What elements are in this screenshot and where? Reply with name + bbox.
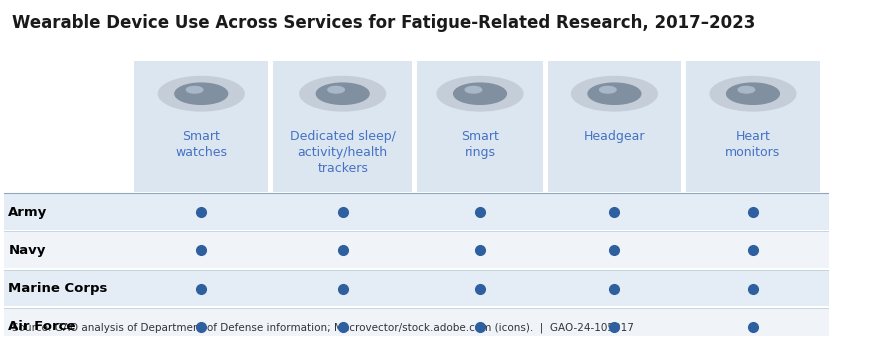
Text: Heart
monitors: Heart monitors (725, 130, 780, 158)
Bar (273, 61, 412, 191)
Circle shape (465, 86, 482, 93)
Circle shape (159, 76, 244, 111)
Bar (4, 231, 829, 268)
Circle shape (175, 83, 227, 104)
Bar (4, 308, 829, 340)
Circle shape (727, 83, 780, 104)
Text: Smart
watches: Smart watches (175, 130, 227, 158)
Bar (135, 61, 268, 191)
Text: Smart
rings: Smart rings (461, 130, 499, 158)
Circle shape (572, 76, 657, 111)
Bar (417, 61, 542, 191)
Text: Army: Army (8, 206, 47, 219)
Bar (4, 270, 829, 306)
Circle shape (739, 86, 755, 93)
Text: Headgear: Headgear (583, 130, 645, 142)
Circle shape (599, 86, 616, 93)
Text: Navy: Navy (8, 244, 45, 257)
Bar (548, 61, 681, 191)
Bar (4, 193, 829, 230)
Circle shape (588, 83, 640, 104)
Circle shape (328, 86, 344, 93)
Text: Wearable Device Use Across Services for Fatigue-Related Research, 2017–2023: Wearable Device Use Across Services for … (12, 14, 756, 32)
Circle shape (437, 76, 523, 111)
Circle shape (317, 83, 369, 104)
Text: Dedicated sleep/
activity/health
trackers: Dedicated sleep/ activity/health tracker… (290, 130, 396, 174)
Text: Marine Corps: Marine Corps (8, 282, 108, 295)
Circle shape (454, 83, 507, 104)
Text: Air Force: Air Force (8, 320, 76, 333)
Text: Source: GAO analysis of Department of Defense information; Macrovector/stock.ado: Source: GAO analysis of Department of De… (12, 322, 634, 333)
Circle shape (710, 76, 796, 111)
Bar (686, 61, 820, 191)
Circle shape (186, 86, 202, 93)
Circle shape (300, 76, 385, 111)
